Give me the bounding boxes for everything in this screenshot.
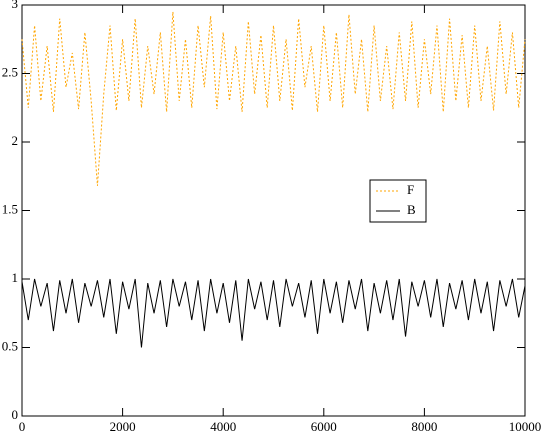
series-line	[21, 278, 526, 348]
legend-label: F	[407, 182, 414, 197]
x-tick-label: 0	[19, 419, 26, 434]
x-tick-label: 10000	[509, 419, 542, 434]
series-line	[21, 11, 526, 186]
y-tick-label: 1	[12, 270, 19, 285]
y-tick-label: 1.5	[2, 201, 18, 216]
y-tick-label: 0	[12, 407, 19, 422]
y-tick-label: 2.5	[2, 64, 18, 79]
x-tick-label: 2000	[110, 419, 136, 434]
y-tick-label: 0.5	[2, 338, 18, 353]
legend-label: B	[407, 202, 416, 217]
x-tick-label: 8000	[411, 419, 437, 434]
y-tick-label: 2	[12, 133, 19, 148]
x-tick-label: 4000	[210, 419, 236, 434]
y-tick-label: 3	[12, 0, 19, 11]
plot-frame	[21, 4, 526, 417]
x-tick-label: 6000	[311, 419, 337, 434]
legend-box	[369, 179, 427, 223]
